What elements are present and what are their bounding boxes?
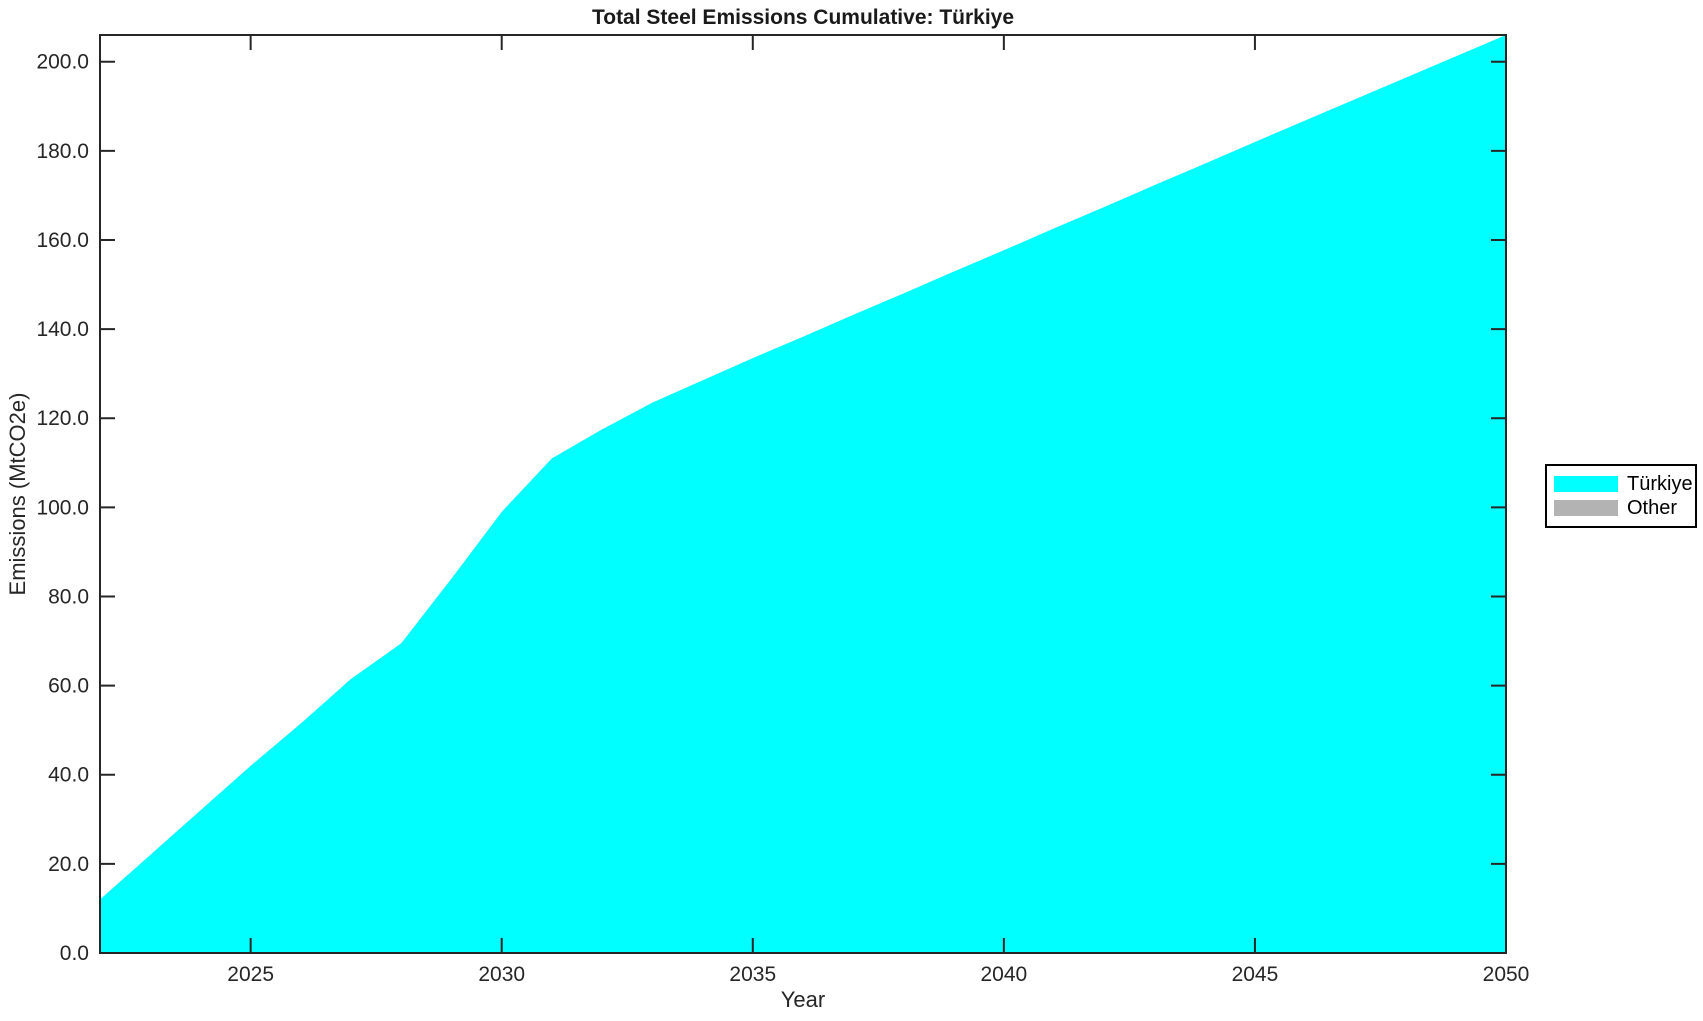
chart-title: Total Steel Emissions Cumulative: Türkiy… — [591, 6, 1015, 29]
x-tick-label: 2035 — [729, 963, 776, 986]
x-tick-label: 2045 — [1232, 963, 1279, 986]
x-tick-label: 2040 — [980, 963, 1027, 986]
legend-item-other: Other — [1554, 496, 1688, 520]
y-tick-label: 180.0 — [36, 140, 89, 163]
y-tick-label: 100.0 — [36, 496, 89, 519]
y-tick-label: 0.0 — [60, 942, 89, 965]
x-tick-label: 2030 — [478, 963, 525, 986]
legend-swatch-other — [1554, 500, 1618, 516]
x-tick-label: 2025 — [227, 963, 274, 986]
legend: Türkiye Other — [1545, 464, 1697, 528]
y-tick-label: 20.0 — [48, 853, 89, 876]
legend-label-turkiye: Türkiye — [1627, 473, 1693, 495]
y-tick-label: 160.0 — [36, 229, 89, 252]
y-tick-label: 40.0 — [48, 764, 89, 787]
legend-swatch-turkiye — [1554, 476, 1618, 492]
y-tick-label: 120.0 — [36, 407, 89, 430]
y-tick-label: 80.0 — [48, 585, 89, 608]
legend-label-other: Other — [1627, 497, 1678, 519]
x-tick-label: 2050 — [1483, 963, 1530, 986]
x-axis-label: Year — [780, 987, 826, 1012]
y-tick-label: 60.0 — [48, 675, 89, 698]
legend-item-turkiye: Türkiye — [1554, 472, 1693, 496]
y-tick-label: 200.0 — [36, 51, 89, 74]
y-tick-label: 140.0 — [36, 318, 89, 341]
